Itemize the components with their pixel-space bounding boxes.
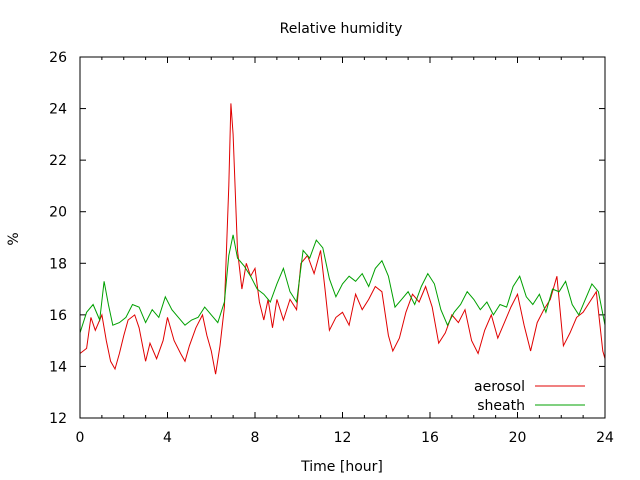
x-tick-label: 16 — [421, 430, 439, 446]
y-tick-label: 18 — [49, 256, 67, 272]
y-tick-label: 22 — [49, 153, 67, 169]
axis-ticks: 0 4 8 12 16 20 24 12 14 16 18 20 22 24 26 — [49, 50, 614, 446]
legend-label-aerosol: aerosol — [474, 379, 525, 395]
legend: aerosol sheath — [474, 379, 585, 414]
y-tick-label: 26 — [49, 50, 67, 66]
y-axis-label: % — [6, 232, 22, 245]
x-tick-label: 20 — [509, 430, 527, 446]
series-layer — [79, 103, 606, 375]
y-tick-label: 20 — [49, 205, 67, 221]
chart-title: Relative humidity — [280, 21, 403, 37]
y-tick-label: 24 — [49, 102, 67, 118]
y-tick-label: 12 — [49, 411, 67, 427]
x-tick-label: 24 — [596, 430, 614, 446]
plot-frame — [79, 56, 606, 419]
legend-label-sheath: sheath — [477, 398, 525, 414]
x-axis-label: Time [hour] — [300, 459, 383, 475]
series-line-aerosol — [79, 103, 606, 375]
y-tick-label: 14 — [49, 359, 67, 375]
series-line-sheath — [79, 234, 606, 334]
x-tick-label: 12 — [334, 430, 352, 446]
x-tick-label: 8 — [251, 430, 260, 446]
x-tick-label: 4 — [163, 430, 172, 446]
x-tick-label: 0 — [76, 430, 85, 446]
y-tick-label: 16 — [49, 308, 67, 324]
